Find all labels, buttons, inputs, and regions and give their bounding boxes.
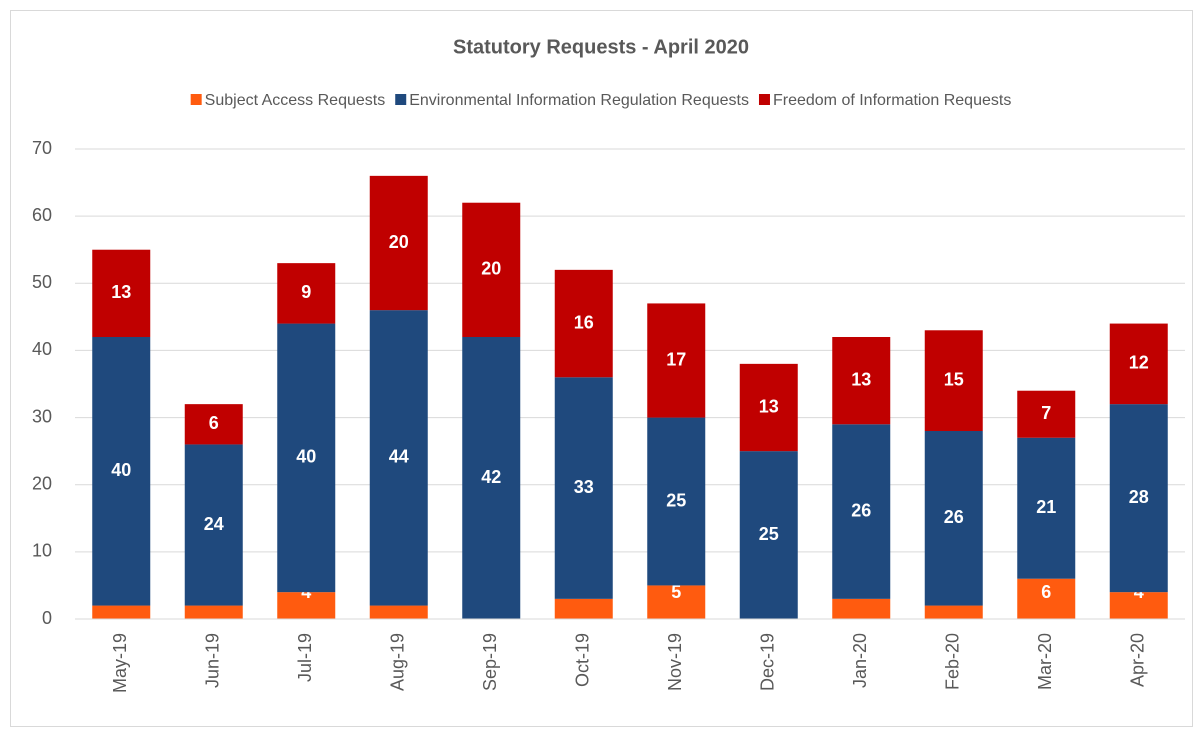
bar-segment xyxy=(1017,390,1076,438)
data-label: 13 xyxy=(111,282,131,302)
data-label: 13 xyxy=(759,396,779,416)
data-label: 17 xyxy=(666,349,686,369)
bar-segment xyxy=(1017,578,1076,619)
data-label: 26 xyxy=(944,507,964,527)
bar-segment xyxy=(832,598,891,619)
data-label: 6 xyxy=(209,413,219,433)
bar-segment xyxy=(1109,592,1168,619)
data-label: 9 xyxy=(301,282,311,302)
y-tick-label: 60 xyxy=(32,205,52,225)
bar-segment xyxy=(277,263,336,324)
legend-label: Subject Access Requests xyxy=(205,92,386,109)
chart-title: Statutory Requests - April 2020 xyxy=(453,36,749,58)
y-tick-label: 70 xyxy=(32,138,52,158)
data-label: 28 xyxy=(1129,487,1149,507)
y-tick-label: 50 xyxy=(32,272,52,292)
bar-segment xyxy=(184,404,243,445)
data-label: 12 xyxy=(1129,353,1149,373)
bar-segment xyxy=(832,424,891,599)
y-tick-label: 10 xyxy=(32,541,52,561)
bar-segment xyxy=(647,417,706,586)
bar-segment xyxy=(462,337,521,619)
data-label: 44 xyxy=(389,447,409,467)
y-tick-label: 30 xyxy=(32,406,52,426)
legend-swatch xyxy=(758,94,770,105)
data-label: 26 xyxy=(851,500,871,520)
bar-segment xyxy=(92,337,151,606)
legend-swatch xyxy=(395,94,407,105)
legend-swatch xyxy=(190,94,202,105)
x-tick-label: Mar-20 xyxy=(1035,633,1055,690)
bar-segment xyxy=(277,592,336,619)
data-label: 25 xyxy=(666,490,686,510)
data-label: 6 xyxy=(1041,582,1051,602)
legend: Subject Access Requests Environmental Inf… xyxy=(190,92,1011,109)
bar-segment xyxy=(92,605,151,619)
y-tick-label: 40 xyxy=(32,339,52,359)
data-label: 33 xyxy=(574,477,594,497)
bar-segment xyxy=(554,598,613,619)
bar-segment xyxy=(554,269,613,378)
bar-segment xyxy=(554,377,613,599)
x-tick-label: Dec-19 xyxy=(758,633,778,691)
data-label: 40 xyxy=(111,460,131,480)
x-tick-label: Aug-19 xyxy=(388,633,408,691)
x-tick-label: Jan-20 xyxy=(850,633,870,688)
bar-segment xyxy=(277,323,336,593)
bar-segment xyxy=(739,363,798,452)
bar-segment xyxy=(924,330,983,431)
data-label: 24 xyxy=(204,514,224,534)
data-label: 25 xyxy=(759,524,779,544)
bar-segment xyxy=(462,202,521,337)
data-label: 7 xyxy=(1041,403,1051,423)
y-tick-label: 0 xyxy=(42,608,52,628)
y-tick-label: 20 xyxy=(32,473,52,493)
bar-segment xyxy=(369,605,428,619)
bar-segment xyxy=(369,310,428,606)
x-tick-label: Sep-19 xyxy=(480,633,500,691)
bar-segment xyxy=(924,605,983,619)
data-label: 20 xyxy=(389,232,409,252)
x-tick-label: Jul-19 xyxy=(295,633,315,682)
bar-segment xyxy=(832,337,891,425)
bar-segment xyxy=(92,249,151,337)
bar-segment xyxy=(184,444,243,606)
bar-segment xyxy=(647,303,706,418)
data-label: 15 xyxy=(944,369,964,389)
legend-label: Environmental Information Regulation Req… xyxy=(409,92,749,109)
bar-segment xyxy=(369,175,428,311)
bar-segment xyxy=(647,585,706,619)
data-label: 13 xyxy=(851,369,871,389)
x-tick-label: May-19 xyxy=(110,633,130,693)
data-label: 20 xyxy=(481,259,501,279)
legend-label: Freedom of Information Requests xyxy=(773,92,1011,109)
x-tick-label: Jun-19 xyxy=(203,633,223,688)
x-tick-label: Feb-20 xyxy=(943,633,963,690)
data-label: 5 xyxy=(671,582,681,602)
bar-segment xyxy=(1109,323,1168,405)
data-label: 40 xyxy=(296,447,316,467)
bar-segment xyxy=(739,451,798,619)
bar-segment xyxy=(924,431,983,606)
data-label: 42 xyxy=(481,467,501,487)
bar-segment xyxy=(1109,404,1168,593)
x-tick-label: Oct-19 xyxy=(573,633,593,687)
x-tick-label: Apr-20 xyxy=(1128,633,1148,687)
data-label: 16 xyxy=(574,312,594,332)
bar-segment xyxy=(184,605,243,619)
data-label: 21 xyxy=(1036,497,1056,517)
bar-segment xyxy=(1017,437,1076,579)
x-tick-label: Nov-19 xyxy=(665,633,685,691)
